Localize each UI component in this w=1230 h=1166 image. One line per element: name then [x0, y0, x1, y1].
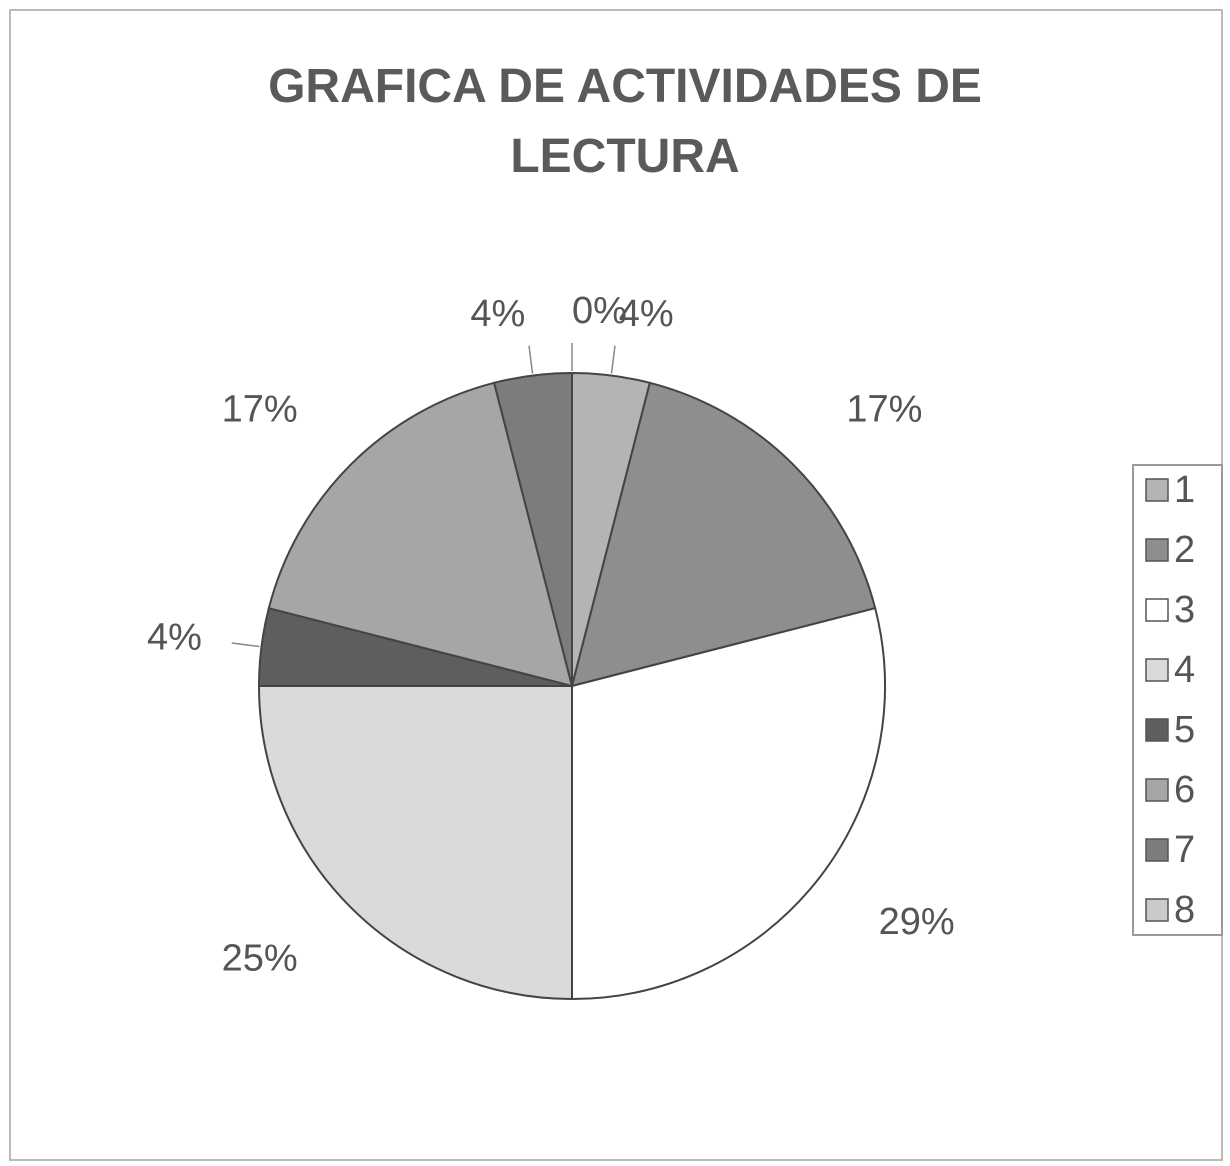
- legend-swatch: [1145, 538, 1169, 562]
- legend-label: 4: [1174, 649, 1195, 691]
- legend-label: 3: [1174, 589, 1195, 631]
- leader-line: [528, 345, 534, 374]
- pie-slice: [257, 685, 573, 1001]
- pie-slice: [570, 381, 877, 688]
- leader-line: [610, 345, 616, 374]
- legend-label: 1: [1174, 469, 1195, 511]
- legend-label: 8: [1174, 889, 1195, 931]
- data-label: 17%: [846, 389, 922, 431]
- legend-swatch: [1145, 718, 1169, 742]
- data-label: 25%: [222, 937, 298, 979]
- data-label: 0%: [572, 290, 627, 332]
- pie-slice: [571, 606, 886, 1001]
- legend-swatch: [1145, 658, 1169, 682]
- chart-title: GRAFICA DE ACTIVIDADES DE LECTURA: [268, 60, 982, 183]
- data-label: 4%: [619, 293, 674, 335]
- pie-slice: [267, 381, 574, 688]
- legend-label: 5: [1174, 709, 1195, 751]
- legend-label: 2: [1174, 529, 1195, 571]
- data-label: 17%: [222, 389, 298, 431]
- data-label: 4%: [147, 616, 202, 658]
- legend-swatch: [1145, 478, 1169, 502]
- legend-label: 6: [1174, 769, 1195, 811]
- data-label: 29%: [879, 901, 955, 943]
- legend-swatch: [1145, 598, 1169, 622]
- legend-swatch: [1145, 778, 1169, 802]
- legend-label: 7: [1174, 829, 1195, 871]
- data-label: 4%: [470, 293, 525, 335]
- legend-swatch: [1145, 838, 1169, 862]
- legend-swatch: [1145, 898, 1169, 922]
- leader-line: [231, 642, 260, 648]
